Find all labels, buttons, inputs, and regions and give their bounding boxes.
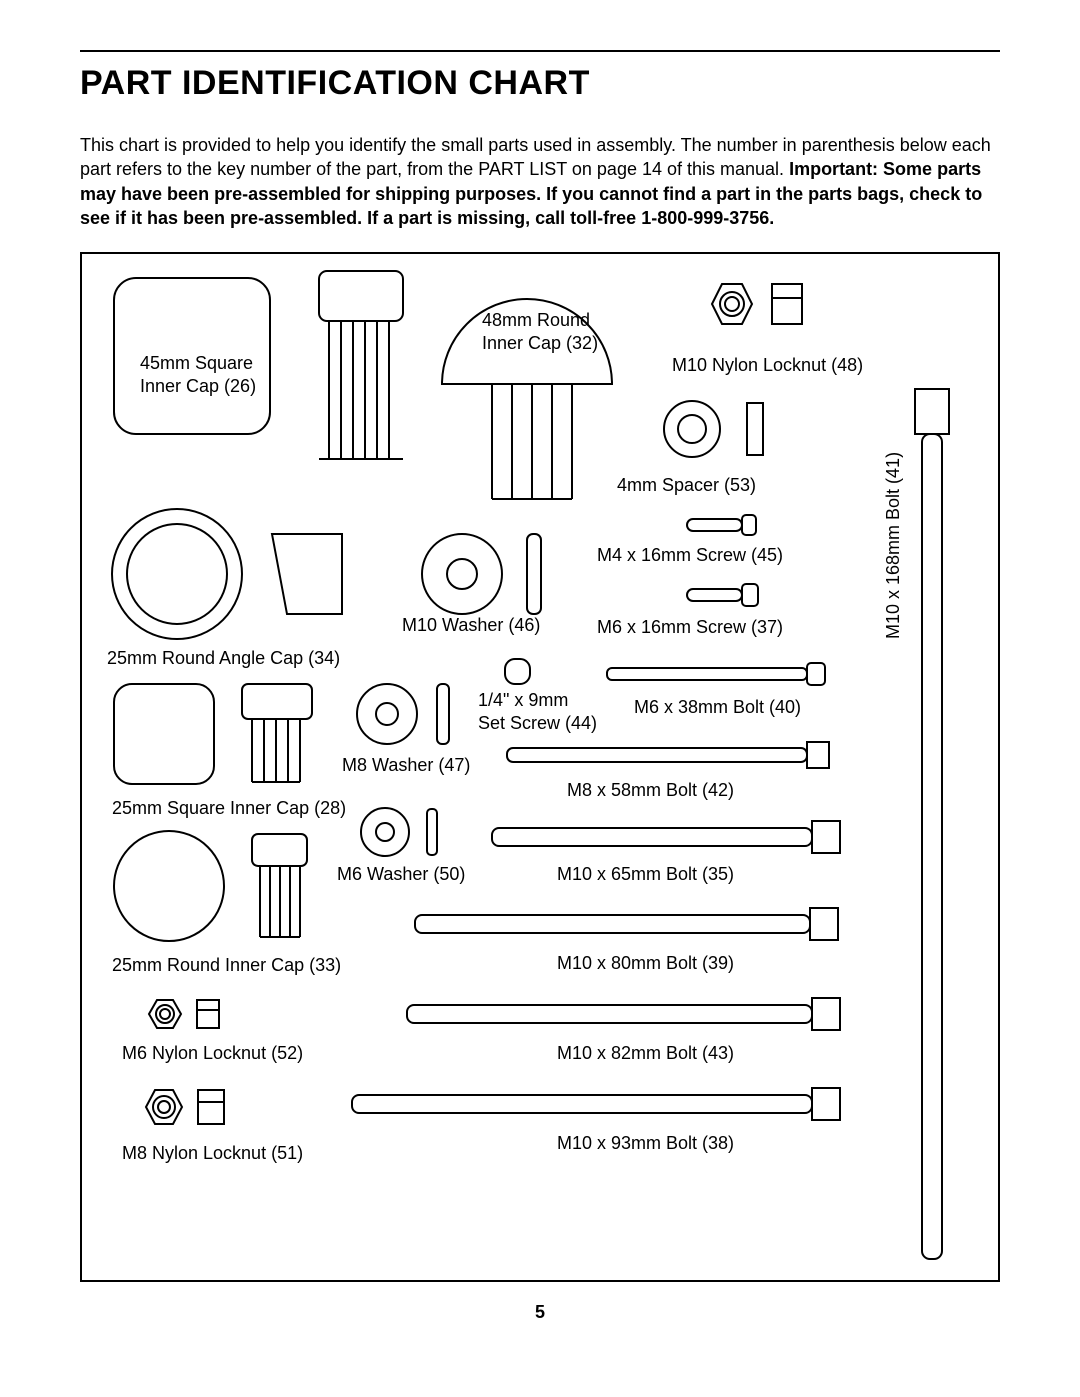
label-set-screw: 1/4" x 9mm Set Screw (44) <box>478 689 597 734</box>
part-angle-cap-icon <box>107 504 357 644</box>
label-45mm-square-cap: 45mm Square Inner Cap (26) <box>140 352 256 397</box>
label-m10x93: M10 x 93mm Bolt (38) <box>557 1132 734 1155</box>
part-25mm-sq-cap-icon <box>112 682 342 787</box>
label-m6x38: M6 x 38mm Bolt (40) <box>634 696 801 719</box>
part-25mm-rd-cap-icon <box>112 829 332 944</box>
label-m10x82: M10 x 82mm Bolt (43) <box>557 1042 734 1065</box>
page-number: 5 <box>80 1302 1000 1323</box>
page-title: PART IDENTIFICATION CHART <box>80 64 1000 103</box>
part-m8-locknut-icon <box>132 1082 282 1137</box>
label-m10-locknut: M10 Nylon Locknut (48) <box>672 354 863 377</box>
label-25mm-sq-cap: 25mm Square Inner Cap (28) <box>112 797 346 820</box>
label-4mm-spacer: 4mm Spacer (53) <box>617 474 756 497</box>
part-m10-washer-icon <box>417 529 547 619</box>
part-m4x16-icon <box>682 512 802 538</box>
part-m8x58-icon <box>502 738 862 772</box>
label-m6-washer: M6 Washer (50) <box>337 863 465 886</box>
label-m10x80: M10 x 80mm Bolt (39) <box>557 952 734 975</box>
label-m4x16: M4 x 16mm Screw (45) <box>597 544 783 567</box>
part-m6x38-icon <box>602 659 862 689</box>
part-m10x65-icon <box>487 817 867 857</box>
part-45mm-ribbed-icon <box>317 269 417 499</box>
label-m8-washer: M8 Washer (47) <box>342 754 470 777</box>
part-m10x80-icon <box>410 904 870 944</box>
part-m6x16-icon <box>682 580 802 610</box>
part-m10-locknut-icon <box>697 274 877 344</box>
part-4mm-spacer-icon <box>657 399 817 459</box>
part-m8-washer-icon <box>352 679 462 749</box>
part-m6-washer-icon <box>357 804 457 864</box>
label-angle-cap: 25mm Round Angle Cap (34) <box>107 647 340 670</box>
part-m6-locknut-icon <box>137 992 277 1042</box>
label-m6-locknut: M6 Nylon Locknut (52) <box>122 1042 303 1065</box>
label-48mm-round-cap: 48mm Round Inner Cap (32) <box>482 309 598 354</box>
label-m10x168: M10 x 168mm Bolt (41) <box>882 429 905 639</box>
label-m6x16: M6 x 16mm Screw (37) <box>597 616 783 639</box>
part-set-screw-icon <box>500 654 540 689</box>
label-m8x58: M8 x 58mm Bolt (42) <box>567 779 734 802</box>
label-m10-washer: M10 Washer (46) <box>402 614 540 637</box>
part-48mm-round-cap-icon <box>437 269 617 509</box>
part-m10x168-icon <box>907 384 957 1264</box>
part-chart: 45mm Square Inner Cap (26) 48mm Round In… <box>80 252 1000 1282</box>
label-m8-locknut: M8 Nylon Locknut (51) <box>122 1142 303 1165</box>
part-m10x82-icon <box>402 994 872 1034</box>
intro-paragraph: This chart is provided to help you ident… <box>80 133 1000 230</box>
label-m10x65: M10 x 65mm Bolt (35) <box>557 863 734 886</box>
label-25mm-rd-cap: 25mm Round Inner Cap (33) <box>112 954 341 977</box>
part-m10x93-icon <box>347 1084 877 1124</box>
bolt-head-alignment-icon <box>900 1259 910 1269</box>
